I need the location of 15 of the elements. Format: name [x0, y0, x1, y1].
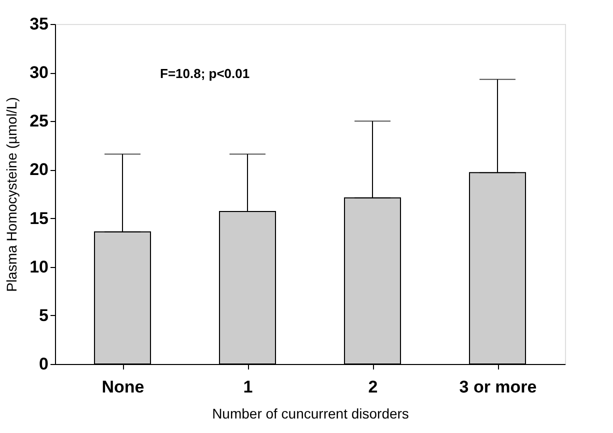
y-axis-title: Plasma Homocysteine (µmol/L): [4, 97, 20, 292]
x-tick-label: 1: [243, 378, 253, 396]
y-tick-label: 15: [30, 208, 48, 228]
y-tick-label: 20: [30, 160, 48, 180]
y-tick-label: 10: [30, 257, 48, 276]
x-tick-label: 2: [368, 378, 378, 396]
y-tick-label: 5: [39, 306, 48, 325]
y-tick-label: 30: [30, 63, 48, 82]
x-tick-label: 3 or more: [459, 378, 537, 396]
y-tick-label: 0: [39, 354, 48, 374]
annotation: F=10.8; p<0.01: [160, 66, 250, 81]
x-tick-label: None: [102, 378, 144, 396]
x-axis-title: Number of cuncurrent disorders: [212, 406, 409, 422]
y-tick-label: 25: [30, 112, 48, 131]
y-tick-label: 35: [30, 14, 48, 34]
